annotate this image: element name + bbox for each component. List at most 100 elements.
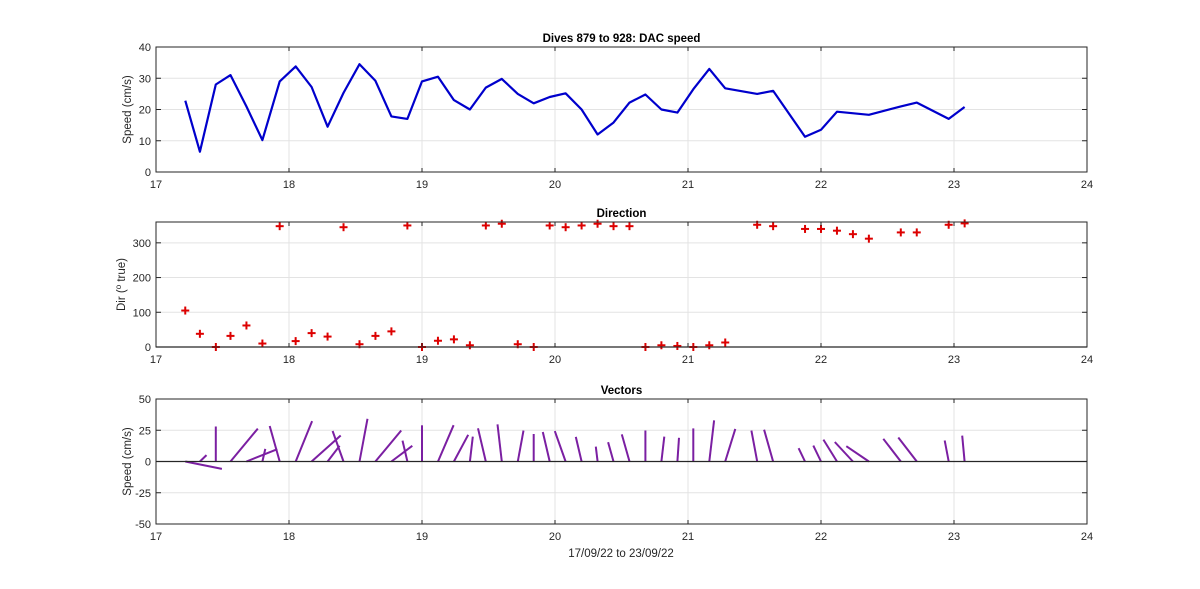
vectors-ticks: 17 18 19 20 21 22 23 24 -50 -25 0 25 50 [135,394,1093,543]
vector-stick [763,429,775,462]
direction-y-tick-label: 300 [133,238,151,250]
direction-marker [403,221,412,230]
vectors-x-tick-label: 17 [150,531,162,543]
direction-marker [577,221,586,230]
vector-stick [358,418,369,462]
direction-marker [242,321,251,330]
speed-y-axis-label: Speed (cm/s) [122,75,134,144]
direction-marker [545,221,554,230]
direction-marker [896,228,905,237]
vector-stick [574,436,583,462]
direction-marker [449,335,458,344]
direction-marker [657,341,666,350]
vector-stick [845,445,870,463]
direction-x-tick-label: 18 [283,354,295,366]
vector-stick [620,434,631,462]
vector-stick [553,430,567,462]
vector-stick [961,435,966,462]
direction-marker [433,336,442,345]
direction-marker [848,230,857,239]
speed-x-tick-label: 21 [682,179,694,191]
vector-stick [401,440,409,462]
vector-stick [708,420,716,462]
vector-stick [516,430,525,462]
vector-stick [185,460,223,470]
vector-stick [229,427,259,463]
speed-y-tick-label: 30 [139,73,151,85]
direction-x-tick-label: 24 [1081,354,1093,366]
vector-stick [246,448,278,463]
vectors-x-tick-label: 24 [1081,531,1093,543]
direction-marker [817,224,825,233]
vector-stick [541,431,551,462]
vector-stick [261,448,267,462]
direction-marker [226,331,235,340]
vectors-sticks [156,418,1087,470]
vector-stick [390,445,413,463]
vector-stick [477,428,487,462]
direction-marker [832,226,841,235]
speed-x-tick-label: 18 [283,179,295,191]
vectors-y-axis-label: Speed (cm/s) [122,427,134,496]
direction-marker [195,329,204,338]
vector-stick [294,420,314,462]
direction-marker [673,341,682,350]
vectors-panel: 17 18 19 20 21 22 23 24 -50 -25 0 25 50 Vectors Spee… [122,385,1093,543]
vector-stick [374,429,402,463]
direction-y-tick-label: 200 [133,273,151,285]
vector-stick [437,424,455,462]
direction-marker [465,341,474,350]
direction-marker [323,332,332,341]
direction-x-tick-label: 22 [815,354,827,366]
vector-stick [822,439,838,463]
direction-marker [609,222,618,231]
speed-y-tick-label: 40 [139,42,151,54]
vector-stick [199,454,208,463]
direction-x-tick-label: 23 [948,354,960,366]
direction-marker [275,222,284,231]
speed-x-tick-label: 20 [549,179,561,191]
direction-x-tick-label: 17 [150,354,162,366]
direction-ylabel-tail: true) [116,258,128,285]
vectors-y-tick-label: 50 [139,394,151,406]
direction-marker [801,224,810,233]
direction-marker [387,327,396,336]
direction-marker [291,337,300,346]
speed-title: Dives 879 to 928: DAC speed [543,33,701,45]
vectors-x-tick-label: 21 [682,531,694,543]
direction-marker [339,223,348,232]
direction-marker [307,329,316,338]
direction-ticks: 17 18 19 20 21 22 23 24 0 100 200 300 [133,222,1093,366]
direction-y-axis-label: Dir (o true) [114,258,128,311]
vector-stick [834,441,854,463]
vector-stick [943,440,950,462]
vectors-x-tick-label: 22 [815,531,827,543]
direction-marker [561,223,570,232]
vectors-y-tick-label: 0 [145,457,151,469]
vectors-x-tick-label: 18 [283,531,295,543]
vector-stick [326,445,341,463]
vector-stick [331,430,345,462]
direction-marker [705,341,714,350]
direction-panel: 17 18 19 20 21 22 23 24 0 100 200 300 Direction Dir… [114,208,1093,366]
vector-stick [812,445,822,462]
speed-panel: 17 18 19 20 21 22 23 24 0 10 20 30 40 Dives 879 to 9… [122,33,1093,191]
vector-stick [468,436,474,462]
vectors-title: Vectors [601,385,643,397]
direction-x-tick-label: 20 [549,354,561,366]
vector-stick [724,428,737,462]
direction-marker [371,331,380,340]
speed-ticks: 17 18 19 20 21 22 23 24 0 10 20 30 40 [139,42,1093,191]
direction-x-tick-label: 21 [682,354,694,366]
direction-axes-box [155,221,1088,348]
speed-y-tick-label: 10 [139,136,151,148]
direction-y-tick-label: 0 [145,342,151,354]
vector-stick [607,441,615,462]
vectors-y-tick-label: -25 [135,488,151,500]
vector-stick [897,436,918,463]
direction-marker [625,222,634,231]
direction-marker [593,219,602,228]
vector-stick [750,430,759,462]
direction-title: Direction [597,208,647,220]
